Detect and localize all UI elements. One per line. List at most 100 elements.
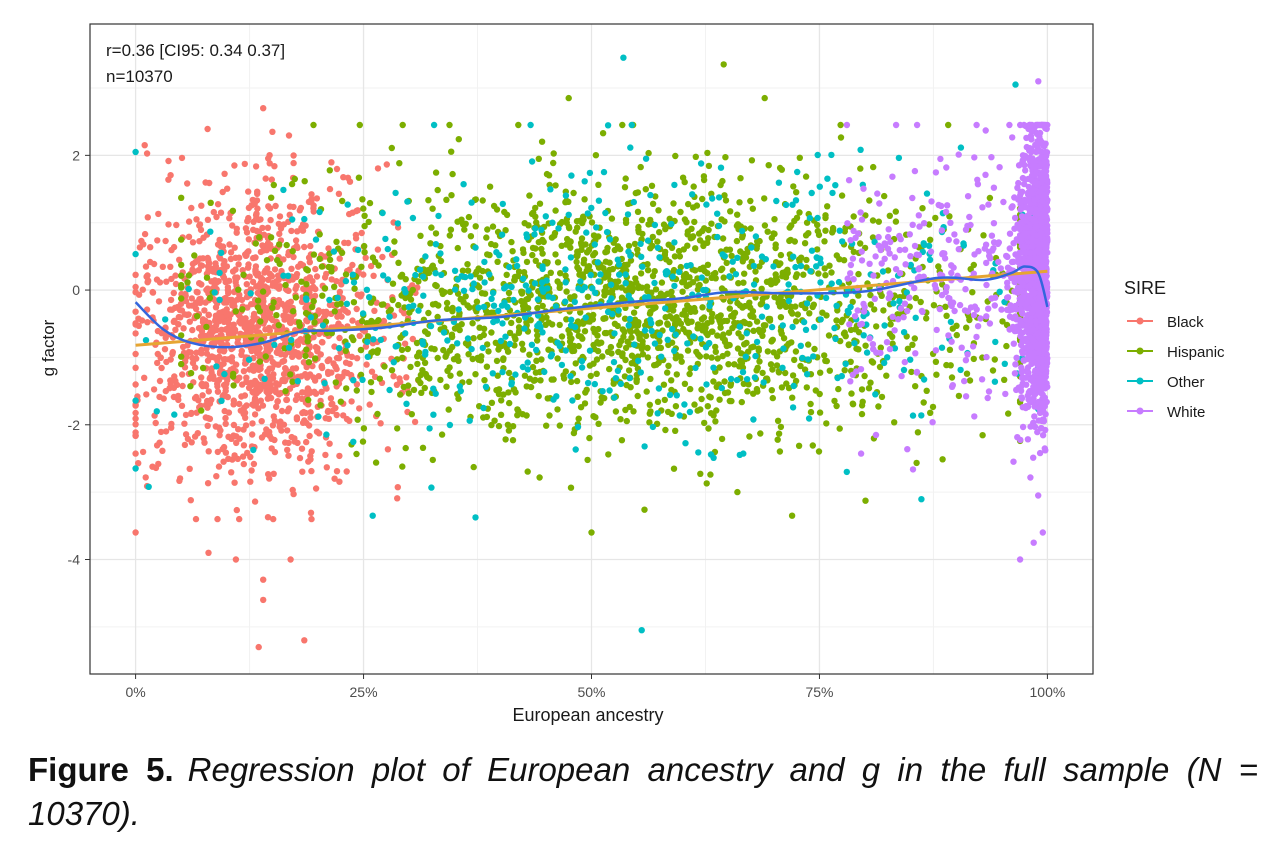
data-point-hispanic: [726, 305, 733, 312]
data-point-hispanic: [537, 377, 544, 384]
data-point-other: [591, 241, 598, 248]
data-point-hispanic: [591, 329, 598, 336]
data-point-hispanic: [700, 314, 708, 321]
data-point-black: [207, 374, 214, 381]
data-point-hispanic: [445, 406, 452, 413]
data-point-hispanic: [891, 419, 898, 426]
data-point-hispanic: [696, 281, 703, 289]
data-point-other: [553, 393, 560, 400]
data-point-black: [224, 185, 231, 192]
data-point-other: [807, 268, 814, 275]
data-point-white: [932, 169, 940, 176]
data-point-white: [1040, 142, 1047, 149]
data-point-hispanic: [533, 219, 540, 226]
data-point-hispanic: [580, 213, 587, 220]
data-point-other: [587, 271, 594, 279]
data-point-other: [802, 326, 810, 333]
data-point-hispanic: [337, 398, 344, 405]
data-point-hispanic: [611, 320, 619, 327]
data-point-black: [269, 128, 276, 135]
data-point-other: [863, 349, 871, 356]
data-point-other: [817, 316, 824, 323]
data-point-black: [138, 237, 145, 245]
data-point-other: [145, 483, 152, 490]
data-point-hispanic: [466, 378, 473, 385]
data-point-hispanic: [303, 346, 310, 353]
data-point-black: [252, 163, 260, 170]
data-point-other: [475, 304, 482, 311]
data-point-hispanic: [932, 214, 939, 222]
data-point-black: [229, 302, 236, 309]
data-point-hispanic: [858, 410, 866, 418]
data-point-black: [318, 388, 325, 395]
data-point-other: [836, 227, 843, 234]
data-point-hispanic: [476, 333, 484, 341]
data-point-other: [655, 385, 663, 392]
data-point-other: [947, 318, 955, 326]
data-point-white: [1020, 180, 1028, 188]
data-point-hispanic: [912, 383, 919, 390]
data-point-white: [897, 305, 905, 312]
data-point-black: [155, 298, 163, 305]
data-point-hispanic: [816, 390, 823, 398]
data-point-hispanic: [816, 409, 824, 416]
data-point-black: [193, 288, 200, 296]
data-point-hispanic: [550, 159, 557, 167]
data-point-other: [384, 245, 391, 253]
data-point-black: [269, 279, 277, 287]
data-point-white: [947, 219, 954, 226]
data-point-black: [262, 175, 269, 182]
data-point-hispanic: [772, 241, 779, 248]
data-point-hispanic: [678, 358, 685, 365]
data-point-other: [472, 244, 479, 251]
data-point-black: [267, 394, 275, 402]
data-point-hispanic: [572, 228, 579, 235]
data-point-other: [379, 209, 386, 217]
data-point-other: [617, 380, 625, 388]
data-point-other: [715, 222, 723, 230]
data-point-hispanic: [734, 221, 742, 228]
data-point-black: [186, 465, 193, 472]
data-point-other: [506, 263, 513, 271]
data-point-hispanic: [688, 318, 695, 325]
data-point-white: [889, 173, 896, 180]
data-point-black: [336, 288, 344, 296]
data-point-other: [301, 215, 308, 223]
data-point-hispanic: [790, 183, 797, 190]
data-point-hispanic: [461, 226, 468, 233]
data-point-black: [271, 163, 278, 170]
data-point-black: [353, 305, 360, 313]
data-point-hispanic: [805, 341, 812, 348]
data-point-hispanic: [786, 237, 793, 245]
data-point-other: [654, 410, 661, 417]
data-point-other: [285, 344, 293, 351]
data-point-black: [193, 393, 200, 401]
data-point-hispanic: [581, 400, 589, 407]
data-point-hispanic: [700, 176, 708, 184]
data-point-hispanic: [295, 319, 303, 326]
data-point-hispanic: [672, 403, 680, 410]
data-point-other: [891, 345, 899, 352]
data-point-hispanic: [731, 309, 739, 316]
data-point-black: [257, 397, 264, 404]
data-point-hispanic: [726, 397, 733, 405]
data-point-hispanic: [858, 386, 866, 393]
data-point-white: [1002, 390, 1009, 398]
data-point-black: [349, 261, 356, 269]
data-point-hispanic: [438, 431, 446, 438]
data-point-other: [380, 272, 387, 279]
data-point-black: [132, 350, 139, 358]
data-point-white: [969, 343, 977, 350]
data-point-black: [303, 419, 310, 427]
data-point-black: [307, 414, 314, 421]
data-point-hispanic: [488, 240, 495, 248]
data-point-hispanic: [618, 437, 626, 444]
data-point-black: [281, 339, 289, 347]
data-point-other: [656, 331, 663, 338]
data-point-other: [630, 198, 637, 206]
data-point-hispanic: [649, 200, 657, 207]
data-point-other: [430, 121, 438, 129]
data-point-other: [153, 408, 160, 415]
data-point-black: [258, 418, 265, 425]
data-point-hispanic: [866, 197, 873, 204]
